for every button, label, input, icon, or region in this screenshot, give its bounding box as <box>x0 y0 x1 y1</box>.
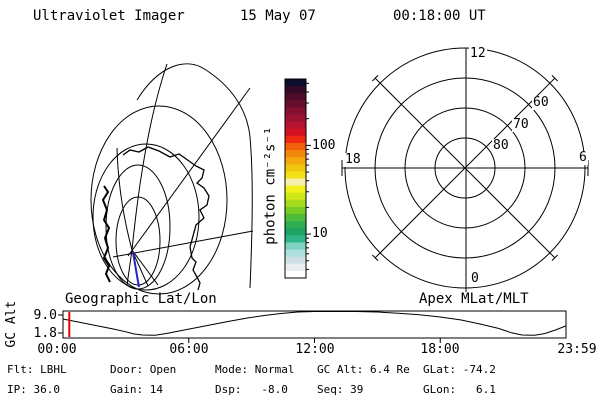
colorbar <box>284 78 311 279</box>
strip-xtick-0600: 06:00 <box>169 342 209 357</box>
latitude-circle-60 <box>92 143 200 291</box>
coastline <box>101 185 111 283</box>
mlt-label-18: 18 <box>344 152 362 168</box>
meridian-line <box>127 87 251 257</box>
status-door: Door: Open <box>110 363 177 376</box>
strip-xtick-1800: 18:00 <box>420 342 460 357</box>
strip-ymax-label: 9.0 <box>33 308 57 323</box>
status-ip: IP: 36.0 <box>7 383 60 396</box>
meridian-line <box>116 147 133 251</box>
strip-y-axis-title: GC Alt <box>3 300 19 348</box>
latitude-circle-40 <box>136 63 253 289</box>
meridian-line <box>131 63 168 251</box>
colorbar-tick-label-100: 100 <box>312 138 336 153</box>
geographic-map <box>90 63 254 295</box>
strip-xtick-0000: 00:00 <box>37 342 77 357</box>
colorbar-unit-label: photon cm⁻²s⁻¹ <box>262 126 279 245</box>
latitude-circle-80 <box>115 196 161 286</box>
mlt-label-0: 0 <box>470 271 480 287</box>
orbit-track <box>132 251 140 288</box>
status-gain: Gain: 14 <box>110 383 163 396</box>
strip-xtick-2359: 23:59 <box>557 342 597 357</box>
mlat-label-80: 80 <box>492 138 510 154</box>
mlt-label-12: 12 <box>469 46 487 62</box>
status-mode: Mode: Normal <box>215 363 295 376</box>
apex-polar-grid <box>341 47 589 292</box>
status-seq: Seq: 39 <box>317 383 364 396</box>
meridian-line <box>131 249 159 286</box>
strip-ymin-label: 1.8 <box>33 326 57 341</box>
status-dsp: Dsp: -8.0 <box>215 383 288 396</box>
meridian-line <box>112 230 254 258</box>
polar-title: Apex MLat/MLT <box>419 291 529 307</box>
date-label: 15 May 07 <box>240 8 316 24</box>
latitude-circle-70 <box>105 164 171 290</box>
status-flt: Flt: LBHL <box>7 363 67 376</box>
mlat-label-70: 70 <box>512 117 530 133</box>
status-glon: GLon: 6.1 <box>423 383 496 396</box>
status-glat: GLat: -74.2 <box>423 363 496 376</box>
time-label: 00:18:00 UT <box>393 8 486 24</box>
colorbar-tick-label-10: 10 <box>312 226 328 241</box>
gc-alt-strip-chart <box>58 310 567 343</box>
strip-xtick-1200: 12:00 <box>295 342 335 357</box>
geo-map-title: Geographic Lat/Lon <box>65 291 217 307</box>
page-title: Ultraviolet Imager <box>33 8 185 24</box>
status-gc-alt: GC Alt: 6.4 Re <box>317 363 410 376</box>
mlt-label-6: 6 <box>578 150 588 166</box>
meridian-line <box>126 249 133 286</box>
mlat-label-60: 60 <box>532 95 550 111</box>
latitude-circle-50 <box>90 105 228 295</box>
coastline <box>122 146 210 291</box>
